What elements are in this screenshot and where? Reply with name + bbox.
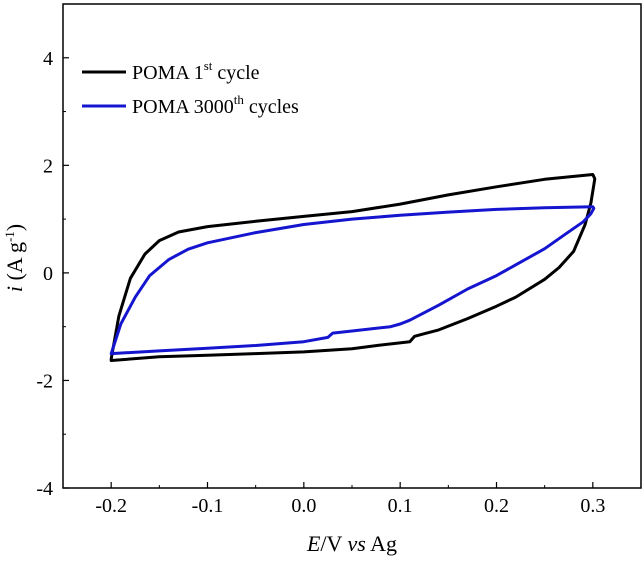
x-axis-title: E/V vs Ag	[306, 531, 397, 556]
legend-label: POMA 3000th cycles	[132, 92, 299, 118]
legend: POMA 1st cycle POMA 3000th cycles	[82, 58, 299, 118]
y-tick-label: 4	[43, 48, 53, 70]
y-tick-label: 2	[43, 155, 53, 177]
x-tick-label: -0.1	[192, 495, 224, 517]
x-tick-label: 0.1	[388, 495, 413, 517]
x-tick-label: -0.2	[95, 495, 127, 517]
x-tick-label: 0.2	[484, 495, 509, 517]
axis-ticks: -0.2 -0.1 0.0 0.1 0.2 0.3 -4 -2 0 2 4	[36, 48, 605, 517]
y-tick-label: -4	[36, 478, 53, 500]
y-axis-title: i (A g-1)	[2, 224, 27, 292]
x-tick-label: 0.3	[580, 495, 605, 517]
series-layer	[109, 173, 597, 362]
y-tick-label: -2	[36, 370, 53, 392]
legend-label: POMA 1st cycle	[132, 58, 260, 84]
x-tick-label: 0.0	[291, 495, 316, 517]
series-line-1	[109, 173, 597, 362]
series-line-2	[109, 205, 596, 356]
y-tick-label: 0	[43, 263, 53, 285]
